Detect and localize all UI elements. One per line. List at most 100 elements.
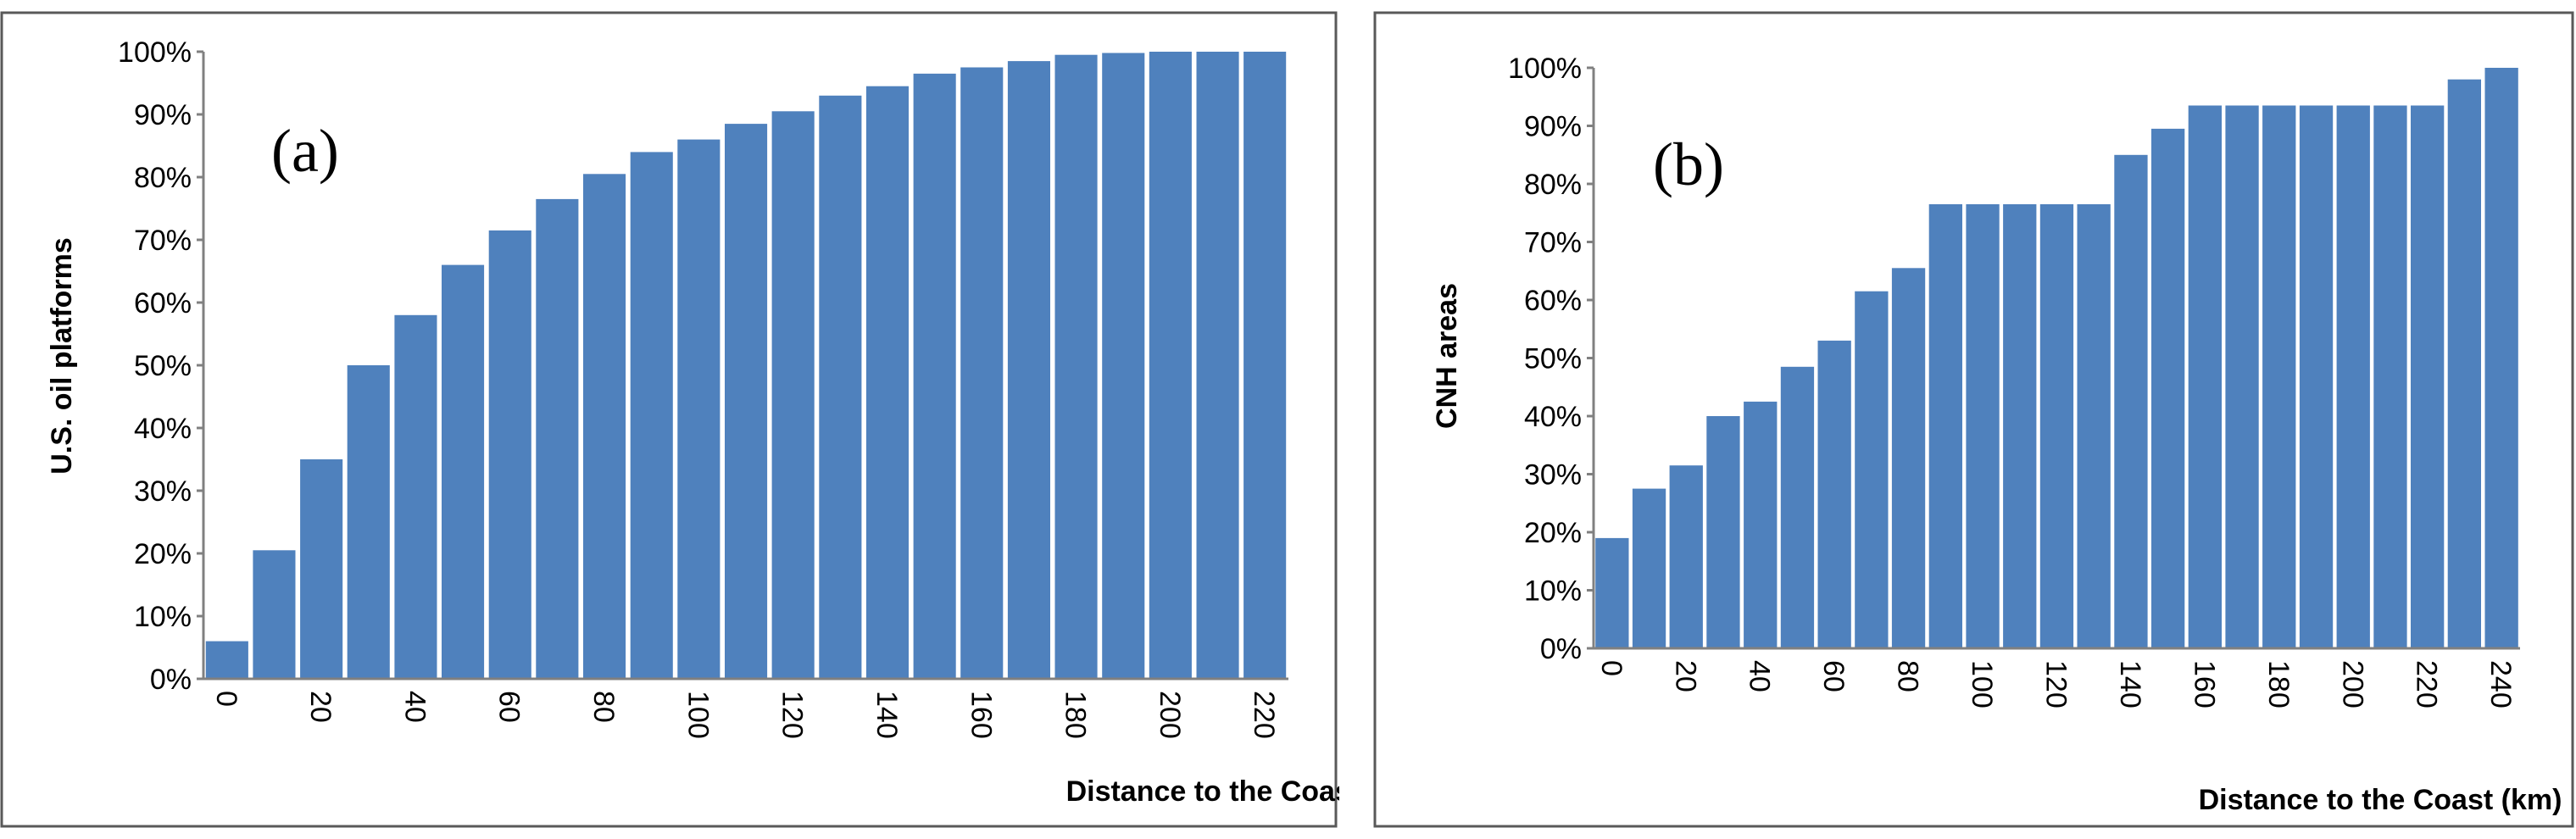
bar-220 bbox=[1243, 52, 1287, 679]
bar-150 bbox=[913, 73, 956, 679]
y-tick-label: 40% bbox=[1524, 401, 1582, 433]
y-tick-label: 0% bbox=[150, 664, 192, 696]
y-tick-label: 70% bbox=[134, 225, 192, 257]
x-tick-label: 120 bbox=[2040, 660, 2072, 708]
x-tick-label: 100 bbox=[682, 691, 714, 739]
bar-50 bbox=[1780, 366, 1815, 648]
bar-190 bbox=[2299, 105, 2334, 648]
y-tick-label: 10% bbox=[134, 601, 192, 633]
bar-110 bbox=[2003, 204, 2037, 648]
x-tick-label: 180 bbox=[2262, 660, 2295, 708]
chart-b-x-axis-title: Distance to the Coast (km) bbox=[2199, 784, 2562, 816]
bar-80 bbox=[1891, 268, 1926, 648]
bar-120 bbox=[2039, 204, 2074, 648]
chart-panel-a: (a) U.S. oil platforms Distance to the C… bbox=[0, 11, 1339, 828]
bar-200 bbox=[1149, 52, 1192, 679]
bar-40 bbox=[1744, 401, 1778, 648]
y-tick-label: 100% bbox=[118, 36, 192, 69]
y-tick-label: 60% bbox=[1524, 285, 1582, 317]
bar-210 bbox=[2373, 105, 2407, 648]
x-tick-label: 80 bbox=[587, 691, 620, 723]
x-tick-label: 160 bbox=[965, 691, 997, 739]
y-tick-label: 30% bbox=[134, 475, 192, 508]
chart-a-x-axis-title: Distance to the Coast (km) bbox=[1066, 775, 1339, 808]
x-tick-label: 140 bbox=[2114, 660, 2146, 708]
bar-130 bbox=[2077, 204, 2111, 648]
x-tick-label: 140 bbox=[871, 691, 903, 739]
bar-140 bbox=[865, 86, 909, 679]
x-tick-label: 180 bbox=[1060, 691, 1092, 739]
y-tick-label: 40% bbox=[134, 413, 192, 445]
bar-200 bbox=[2336, 105, 2370, 648]
bar-180 bbox=[1054, 54, 1098, 679]
chart-panel-b: (b) CNH areas Distance to the Coast (km)… bbox=[1373, 0, 2576, 839]
y-tick-label: 90% bbox=[134, 99, 192, 131]
y-tick-label: 80% bbox=[1524, 169, 1582, 201]
bar-60 bbox=[1817, 340, 1851, 648]
x-tick-label: 60 bbox=[1817, 660, 1850, 692]
bar-70 bbox=[536, 198, 579, 679]
y-tick-label: 100% bbox=[1508, 53, 1582, 85]
bar-90 bbox=[630, 152, 673, 679]
y-tick-label: 20% bbox=[1524, 517, 1582, 549]
chart-a-svg: (a) U.S. oil platforms Distance to the C… bbox=[0, 11, 1339, 828]
bar-30 bbox=[1706, 416, 1740, 648]
y-tick-label: 10% bbox=[1524, 575, 1582, 608]
chart-a-panel-label: (a) bbox=[271, 117, 339, 185]
x-tick-label: 120 bbox=[776, 691, 809, 739]
bar-40 bbox=[394, 314, 437, 679]
x-tick-label: 220 bbox=[1248, 691, 1280, 739]
bar-90 bbox=[1928, 204, 1962, 648]
bar-0 bbox=[205, 641, 248, 679]
x-tick-label: 20 bbox=[304, 691, 337, 723]
x-tick-label: 20 bbox=[1669, 660, 1701, 692]
x-tick-label: 0 bbox=[1595, 660, 1627, 676]
bar-70 bbox=[1855, 291, 1889, 648]
chart-b-panel-label: (b) bbox=[1653, 131, 1724, 198]
y-tick-label: 50% bbox=[134, 350, 192, 382]
chart-b-frame bbox=[1373, 11, 2574, 828]
bar-180 bbox=[2262, 105, 2296, 648]
y-tick-label: 0% bbox=[1540, 633, 1582, 665]
x-tick-label: 160 bbox=[2188, 660, 2220, 708]
bar-150 bbox=[2151, 128, 2185, 648]
x-tick-label: 60 bbox=[493, 691, 526, 723]
chart-a-frame bbox=[0, 11, 1338, 828]
bar-50 bbox=[442, 264, 485, 679]
x-tick-label: 220 bbox=[2411, 660, 2443, 708]
bar-10 bbox=[1632, 488, 1666, 648]
x-tick-label: 240 bbox=[2484, 660, 2517, 708]
chart-b-y-axis-title: CNH areas bbox=[1431, 283, 1463, 429]
bar-160 bbox=[960, 67, 1004, 679]
bar-120 bbox=[771, 111, 815, 680]
bar-170 bbox=[1007, 61, 1050, 680]
bar-20 bbox=[300, 459, 343, 679]
y-tick-label: 80% bbox=[134, 162, 192, 194]
x-tick-label: 40 bbox=[398, 691, 431, 723]
x-tick-label: 200 bbox=[1154, 691, 1186, 739]
x-tick-label: 200 bbox=[2336, 660, 2368, 708]
bar-10 bbox=[253, 550, 296, 679]
bar-30 bbox=[347, 365, 390, 679]
chart-a-y-axis-title: U.S. oil platforms bbox=[46, 237, 78, 475]
bar-80 bbox=[583, 174, 626, 680]
y-tick-label: 20% bbox=[134, 538, 192, 570]
y-tick-label: 50% bbox=[1524, 343, 1582, 375]
chart-b-svg: (b) CNH areas Distance to the Coast (km)… bbox=[1373, 11, 2574, 828]
bar-110 bbox=[725, 124, 768, 680]
bar-220 bbox=[2411, 105, 2445, 648]
bar-240 bbox=[2484, 68, 2518, 648]
bar-160 bbox=[2188, 105, 2222, 648]
chart-a-plot-area: 0% 10% 20% 30% 40% 50% 60% 70% 80% 90% 100% 0 20 40 60… bbox=[118, 36, 1288, 739]
bar-170 bbox=[2225, 105, 2259, 648]
y-tick-label: 60% bbox=[134, 287, 192, 319]
bar-230 bbox=[2447, 79, 2481, 648]
x-tick-label: 40 bbox=[1744, 660, 1776, 692]
bar-210 bbox=[1196, 52, 1239, 679]
chart-b-plot-area: 0% 10% 20% 30% 40% 50% 60% 70% 80% 90% 100% 0 20 40 60… bbox=[1508, 53, 2520, 708]
x-tick-label: 0 bbox=[210, 691, 242, 707]
y-tick-label: 30% bbox=[1524, 459, 1582, 492]
bar-130 bbox=[819, 95, 862, 680]
bar-100 bbox=[1966, 204, 2000, 648]
bar-100 bbox=[677, 139, 721, 680]
